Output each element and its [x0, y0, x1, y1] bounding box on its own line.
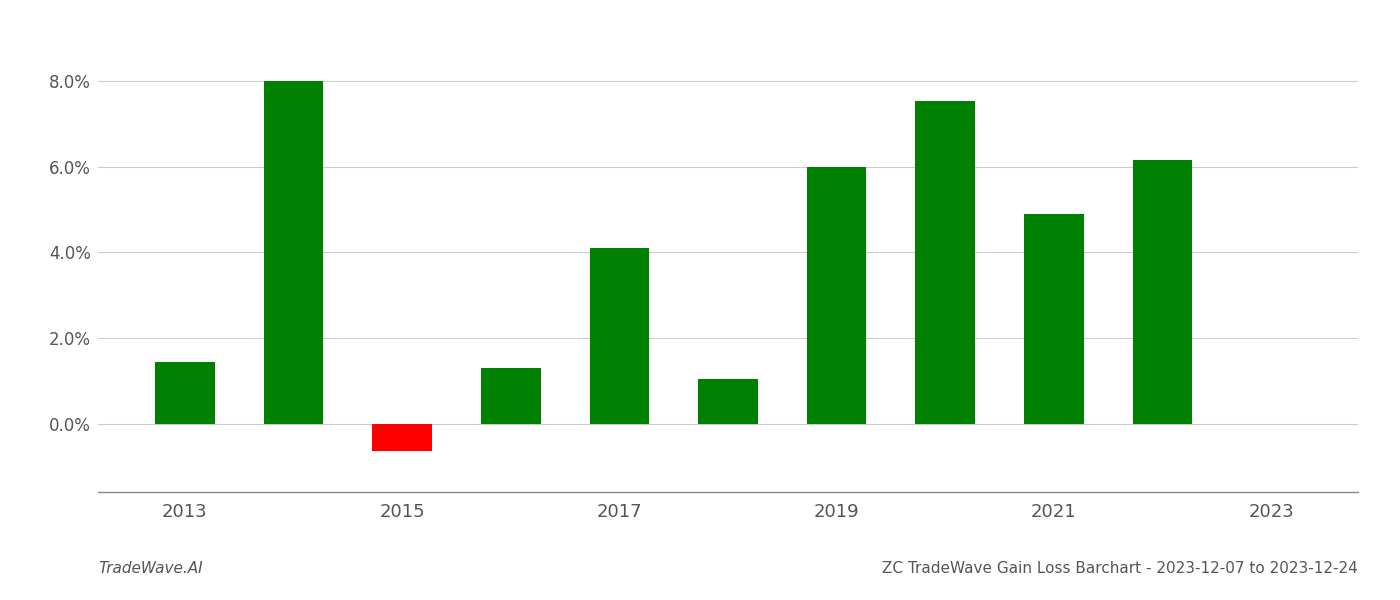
Bar	[155, 362, 214, 424]
Bar	[372, 424, 433, 451]
Bar	[699, 379, 757, 424]
Text: TradeWave.AI: TradeWave.AI	[98, 561, 203, 576]
Bar	[1023, 214, 1084, 424]
Bar	[916, 101, 976, 424]
Bar	[480, 368, 540, 424]
Bar	[263, 82, 323, 424]
Bar	[1133, 160, 1193, 424]
Bar	[589, 248, 650, 424]
Text: ZC TradeWave Gain Loss Barchart - 2023-12-07 to 2023-12-24: ZC TradeWave Gain Loss Barchart - 2023-1…	[882, 561, 1358, 576]
Bar	[806, 167, 867, 424]
